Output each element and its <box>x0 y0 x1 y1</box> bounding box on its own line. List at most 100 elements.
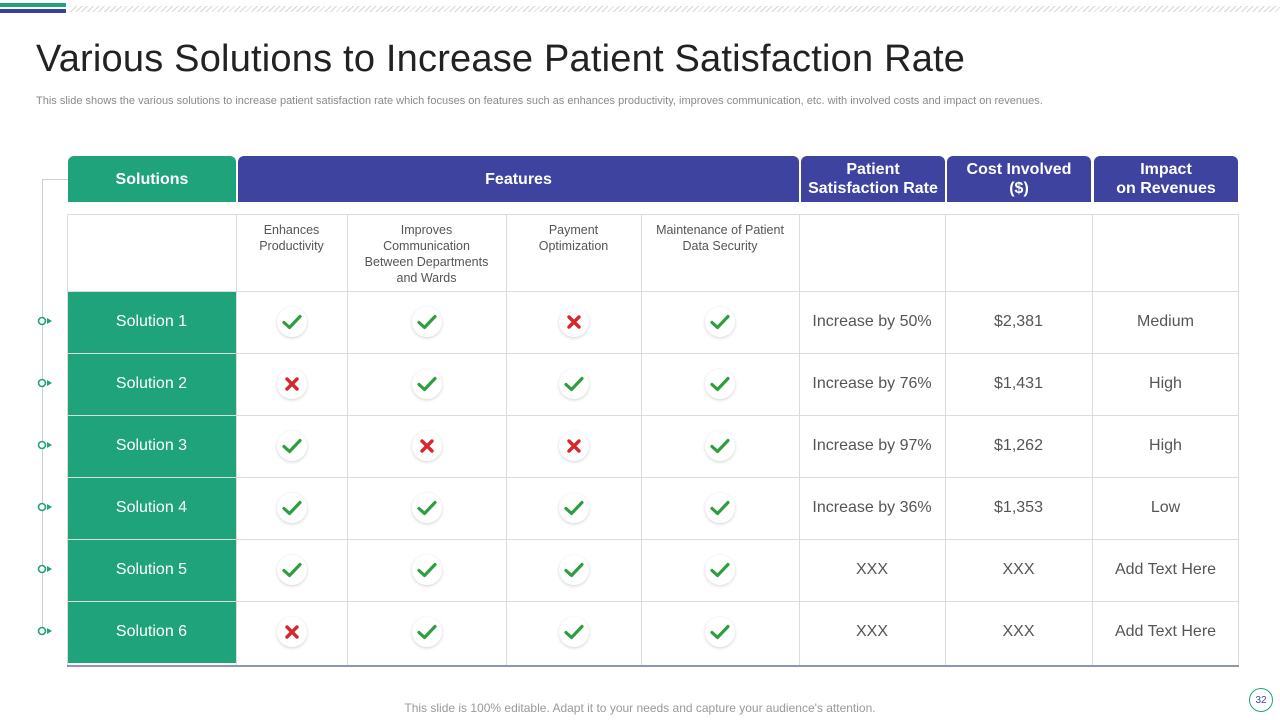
feature-mark-cell <box>236 353 347 415</box>
feature-mark-cell <box>347 353 506 415</box>
check-icon <box>411 555 442 585</box>
impact-value: Low <box>1150 499 1181 516</box>
feature-mark-cell <box>236 291 347 353</box>
check-icon <box>411 307 442 337</box>
impact-value: Medium <box>1137 313 1194 330</box>
grid-vline <box>945 215 946 665</box>
solution-name-cell: Solution 6 <box>67 601 236 663</box>
feature-header-4: Maintenance of Patient Data Security <box>641 215 799 291</box>
cross-icon <box>411 431 442 461</box>
check-icon <box>705 555 735 585</box>
row-bullet-icon <box>37 561 55 574</box>
header-impact-line2: on Revenues <box>1116 180 1216 197</box>
cost-value: XXX <box>1002 623 1035 640</box>
feature-mark-cell <box>347 601 506 663</box>
satisfaction-value: XXX <box>855 561 888 578</box>
feature-header-line: Optimization <box>538 239 609 253</box>
feature-mark-cell <box>347 477 506 539</box>
header-impact-line1: Impact <box>1140 161 1192 178</box>
satisfaction-value: Increase by 36% <box>812 499 932 516</box>
feature-mark-cell <box>506 601 641 663</box>
header-cost: Cost Involved ($) <box>947 156 1091 202</box>
check-icon <box>705 307 735 337</box>
check-icon <box>411 369 442 399</box>
feature-mark-cell <box>347 291 506 353</box>
footer-note: This slide is 100% editable. Adapt it to… <box>404 701 876 715</box>
feature-header-2: Improves Communication Between Departments… <box>347 215 506 291</box>
cost-value: $1,262 <box>994 437 1043 454</box>
slide-subtitle: This slide shows the various solutions t… <box>36 95 1043 107</box>
check-icon <box>276 555 307 585</box>
feature-mark-cell <box>236 539 347 601</box>
row-bullet-icon <box>37 375 55 388</box>
solution-name-cell: Solution 5 <box>67 539 236 601</box>
check-icon <box>558 369 589 399</box>
feature-mark-cell <box>641 539 799 601</box>
cross-icon <box>276 617 307 647</box>
feature-header-line: Improves <box>400 223 453 237</box>
feature-header-line: Communication <box>383 239 470 253</box>
satisfaction-value: Increase by 76% <box>812 375 932 392</box>
impact-value: High <box>1149 375 1182 392</box>
cross-icon <box>558 307 589 337</box>
header-solutions: Solutions <box>68 156 236 202</box>
solution-name-cell: Solution 3 <box>67 415 236 477</box>
cross-icon <box>558 431 589 461</box>
feature-header-line: and Wards <box>396 271 457 285</box>
feature-mark-cell <box>641 601 799 663</box>
feature-header-line: Enhances <box>263 223 320 237</box>
feature-mark-cell <box>236 477 347 539</box>
grid-hline <box>67 539 1239 540</box>
satisfaction-value: Increase by 50% <box>812 313 932 330</box>
feature-header-line: Data Security <box>682 239 758 253</box>
check-icon <box>411 617 442 647</box>
grid-vline <box>799 215 800 665</box>
feature-mark-cell <box>641 415 799 477</box>
check-icon <box>276 431 307 461</box>
feature-mark-cell <box>506 539 641 601</box>
feature-mark-cell <box>506 477 641 539</box>
top-hatch-decoration <box>70 6 1280 12</box>
check-icon <box>705 431 735 461</box>
feature-mark-cell <box>506 291 641 353</box>
grid-vline <box>641 215 642 665</box>
row-bullet-icon <box>37 437 55 450</box>
impact-value: High <box>1149 437 1182 454</box>
grid-vline <box>506 215 507 665</box>
impact-value: Add Text Here <box>1114 561 1217 578</box>
cost-value: $1,431 <box>994 375 1043 392</box>
solution-name-cell: Solution 2 <box>67 353 236 415</box>
feature-header-1: Enhances Productivity <box>236 215 347 291</box>
top-accent-bar <box>0 3 66 15</box>
row-bullet-icon <box>37 313 55 326</box>
header-satisfaction-line2: Satisfaction Rate <box>808 180 938 197</box>
header-satisfaction-line1: Patient <box>846 161 900 178</box>
feature-header-line: Maintenance of Patient <box>656 223 784 237</box>
header-satisfaction: Patient Satisfaction Rate <box>801 156 945 202</box>
row-bullet-icon <box>37 499 55 512</box>
header-cost-line2: ($) <box>1009 180 1029 197</box>
satisfaction-value: XXX <box>855 623 888 640</box>
check-icon <box>705 617 735 647</box>
feature-header-line: Between Departments <box>364 255 489 269</box>
slide-title: Various Solutions to Increase Patient Sa… <box>36 38 966 80</box>
check-icon <box>558 493 589 523</box>
check-icon <box>705 369 735 399</box>
grid-vline <box>1238 215 1239 665</box>
impact-value: Add Text Here <box>1114 623 1217 640</box>
connector-line <box>42 179 43 635</box>
feature-mark-cell <box>347 415 506 477</box>
cost-value: $2,381 <box>994 313 1043 330</box>
cost-value: $1,353 <box>994 499 1043 516</box>
page-number: 32 <box>1249 688 1273 712</box>
feature-mark-cell <box>236 601 347 663</box>
grid-hline <box>67 601 1239 602</box>
feature-mark-cell <box>506 415 641 477</box>
solutions-table: Enhances Productivity Improves Communicatio… <box>67 214 1239 667</box>
row-bullet-icon <box>37 623 55 636</box>
solution-name-cell: Solution 1 <box>67 291 236 353</box>
feature-mark-cell <box>347 539 506 601</box>
feature-mark-cell <box>641 291 799 353</box>
feature-header-3: Payment Optimization <box>506 215 641 291</box>
grid-vline <box>347 215 348 665</box>
